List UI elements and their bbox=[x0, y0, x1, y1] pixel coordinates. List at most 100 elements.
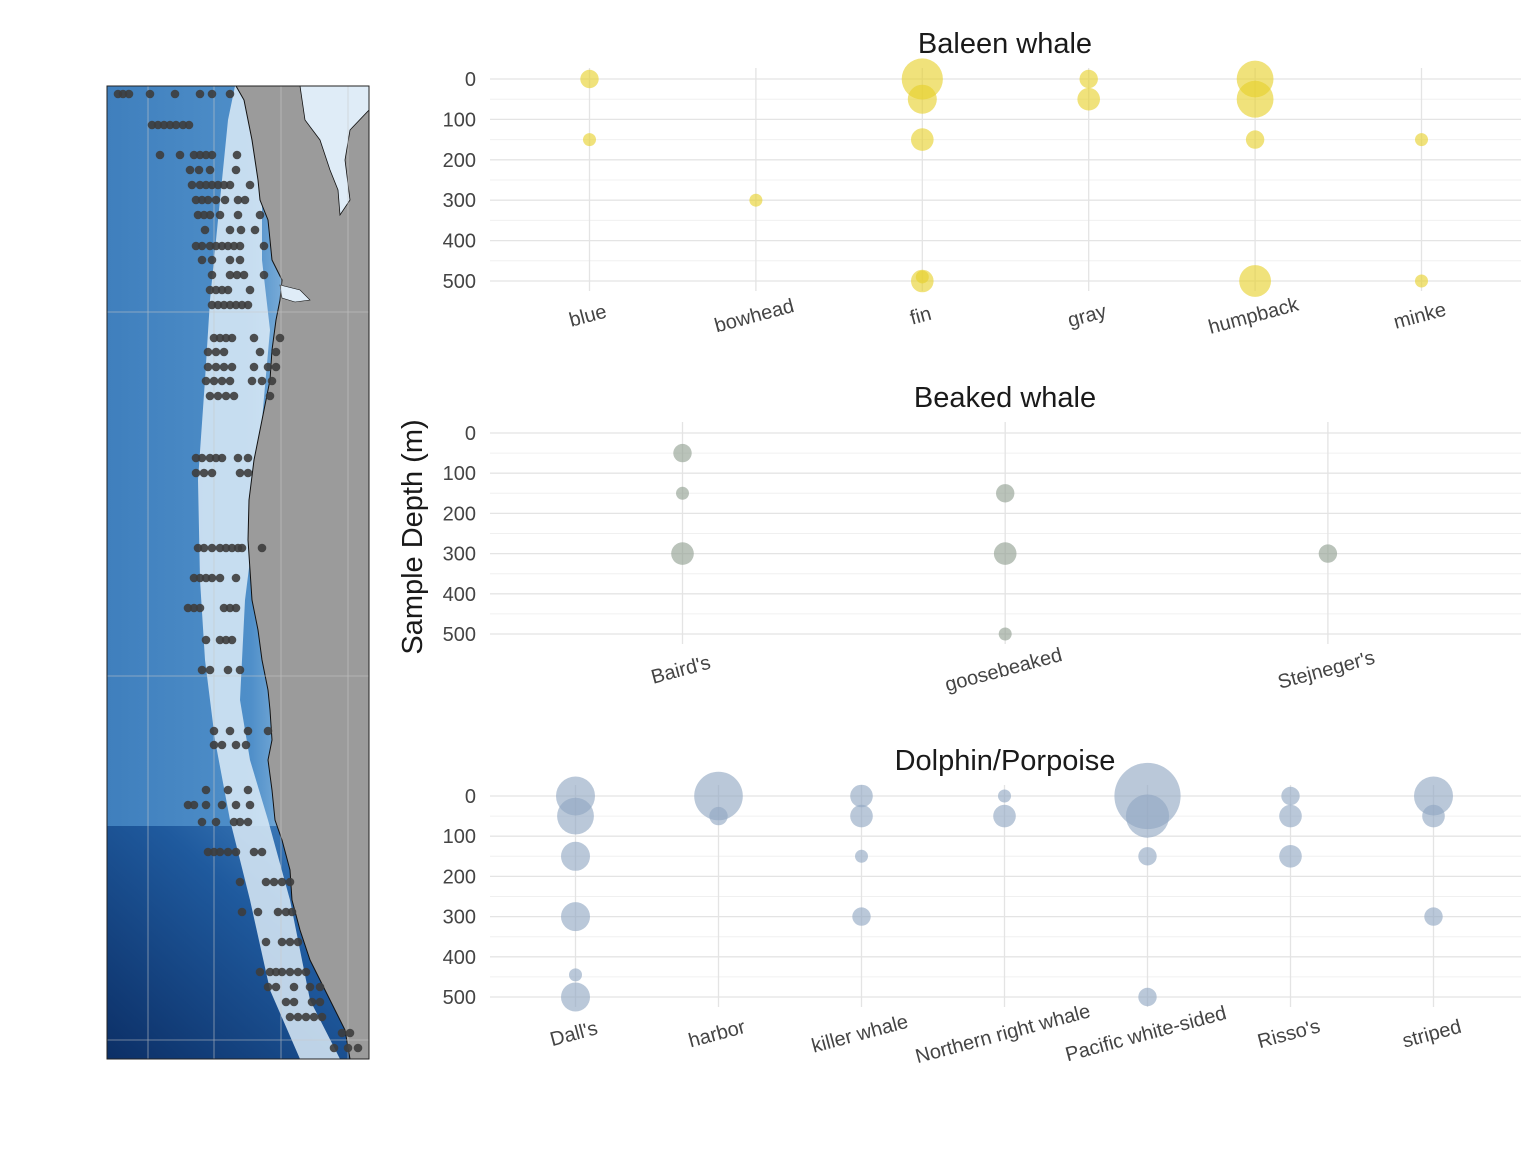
station-dot bbox=[197, 453, 207, 463]
station-dot bbox=[191, 195, 201, 205]
station-dot bbox=[243, 785, 253, 795]
data-point bbox=[694, 771, 743, 821]
station-dot bbox=[271, 347, 281, 357]
y-axis-label: Sample Depth (m) bbox=[397, 419, 429, 654]
station-dot bbox=[289, 982, 299, 992]
y-tick-label: 400 bbox=[443, 584, 476, 606]
panel-title: Baleen whale bbox=[918, 28, 1092, 60]
data-point bbox=[569, 968, 582, 982]
station-dot bbox=[207, 468, 217, 478]
station-dot bbox=[265, 967, 275, 977]
station-dot bbox=[229, 391, 239, 401]
station-dot bbox=[337, 1028, 347, 1038]
y-tick-label: 300 bbox=[443, 544, 476, 566]
station-dot bbox=[215, 573, 225, 583]
station-dot bbox=[211, 285, 221, 295]
station-dot bbox=[237, 300, 247, 310]
y-tick-label: 0 bbox=[465, 69, 476, 91]
station-dot bbox=[277, 877, 287, 887]
station-dot bbox=[213, 300, 223, 310]
station-dot bbox=[223, 847, 233, 857]
station-dot bbox=[261, 877, 271, 887]
river-mouth bbox=[279, 284, 311, 303]
station-dot bbox=[189, 603, 199, 613]
station-dot bbox=[193, 210, 203, 220]
station-dot bbox=[225, 376, 235, 386]
station-dot bbox=[205, 165, 215, 175]
x-tick-label: fin bbox=[908, 303, 934, 330]
station-dot bbox=[221, 635, 231, 645]
data-point bbox=[557, 797, 594, 835]
station-dot bbox=[249, 847, 259, 857]
station-dot bbox=[257, 847, 267, 857]
station-dot bbox=[293, 967, 303, 977]
y-tick-label: 300 bbox=[443, 190, 476, 212]
station-dot bbox=[231, 740, 241, 750]
station-dot bbox=[277, 967, 287, 977]
station-dot bbox=[207, 89, 217, 99]
station-dot bbox=[201, 785, 211, 795]
station-dot bbox=[237, 907, 247, 917]
data-point bbox=[749, 193, 763, 207]
data-point bbox=[583, 133, 596, 147]
data-points bbox=[671, 443, 1338, 641]
station-dot bbox=[343, 1043, 353, 1053]
station-dot bbox=[219, 362, 229, 372]
station-dot bbox=[315, 982, 325, 992]
station-dot bbox=[307, 997, 317, 1007]
station-dot bbox=[183, 603, 193, 613]
y-ticks: 0 100 200 300 400 500 bbox=[443, 423, 476, 646]
station-dot bbox=[207, 300, 217, 310]
station-dot bbox=[211, 241, 221, 251]
data-point bbox=[1414, 776, 1453, 816]
data-point bbox=[1415, 133, 1428, 147]
station-dot bbox=[245, 800, 255, 810]
station-dot bbox=[231, 800, 241, 810]
y-tick-label: 400 bbox=[443, 231, 476, 253]
station-dot bbox=[221, 333, 231, 343]
data-point bbox=[1239, 265, 1271, 297]
panel-baleen-whale: Baleen whale 0 100 200 300 400 500 blue bowhea… bbox=[443, 28, 1521, 339]
data-point bbox=[1125, 794, 1170, 838]
station-dot bbox=[203, 347, 213, 357]
station-dot bbox=[315, 997, 325, 1007]
inlet-water bbox=[299, 86, 369, 217]
station-dot bbox=[287, 907, 297, 917]
station-dot bbox=[219, 603, 229, 613]
station-dot bbox=[209, 333, 219, 343]
data-point bbox=[996, 484, 1015, 503]
station-dot bbox=[301, 1012, 311, 1022]
x-tick-label: gray bbox=[1066, 301, 1109, 332]
station-dot bbox=[153, 120, 163, 130]
panel-beaked-whale: Beaked whale 0 100 200 300 400 500 Baird's goo… bbox=[443, 382, 1521, 696]
station-dot bbox=[267, 376, 277, 386]
y-tick-label: 200 bbox=[443, 866, 476, 888]
station-dot bbox=[285, 1012, 295, 1022]
station-dot bbox=[249, 362, 259, 372]
station-dot bbox=[191, 241, 201, 251]
data-point bbox=[915, 270, 929, 284]
station-dot bbox=[197, 817, 207, 827]
data-point bbox=[1138, 987, 1157, 1007]
station-dot bbox=[237, 543, 247, 553]
station-dot bbox=[281, 907, 291, 917]
station-dot bbox=[195, 573, 205, 583]
station-dot bbox=[275, 333, 285, 343]
data-point bbox=[1279, 804, 1302, 828]
x-tick-label: goosebeaked bbox=[943, 644, 1065, 696]
station-dot bbox=[259, 270, 269, 280]
data-point bbox=[1281, 786, 1300, 806]
station-dot bbox=[345, 1028, 355, 1038]
station-dot bbox=[231, 603, 241, 613]
station-dot bbox=[124, 89, 134, 99]
station-dot bbox=[195, 603, 205, 613]
data-point bbox=[998, 789, 1011, 803]
station-dot bbox=[231, 300, 241, 310]
station-dot bbox=[225, 726, 235, 736]
station-dot bbox=[231, 573, 241, 583]
station-dot bbox=[195, 150, 205, 160]
station-dot bbox=[183, 800, 193, 810]
station-dot bbox=[205, 665, 215, 675]
station-dot bbox=[233, 195, 243, 205]
x-ticks: Dall's harbor killer whale Northern right w… bbox=[548, 1000, 1464, 1068]
